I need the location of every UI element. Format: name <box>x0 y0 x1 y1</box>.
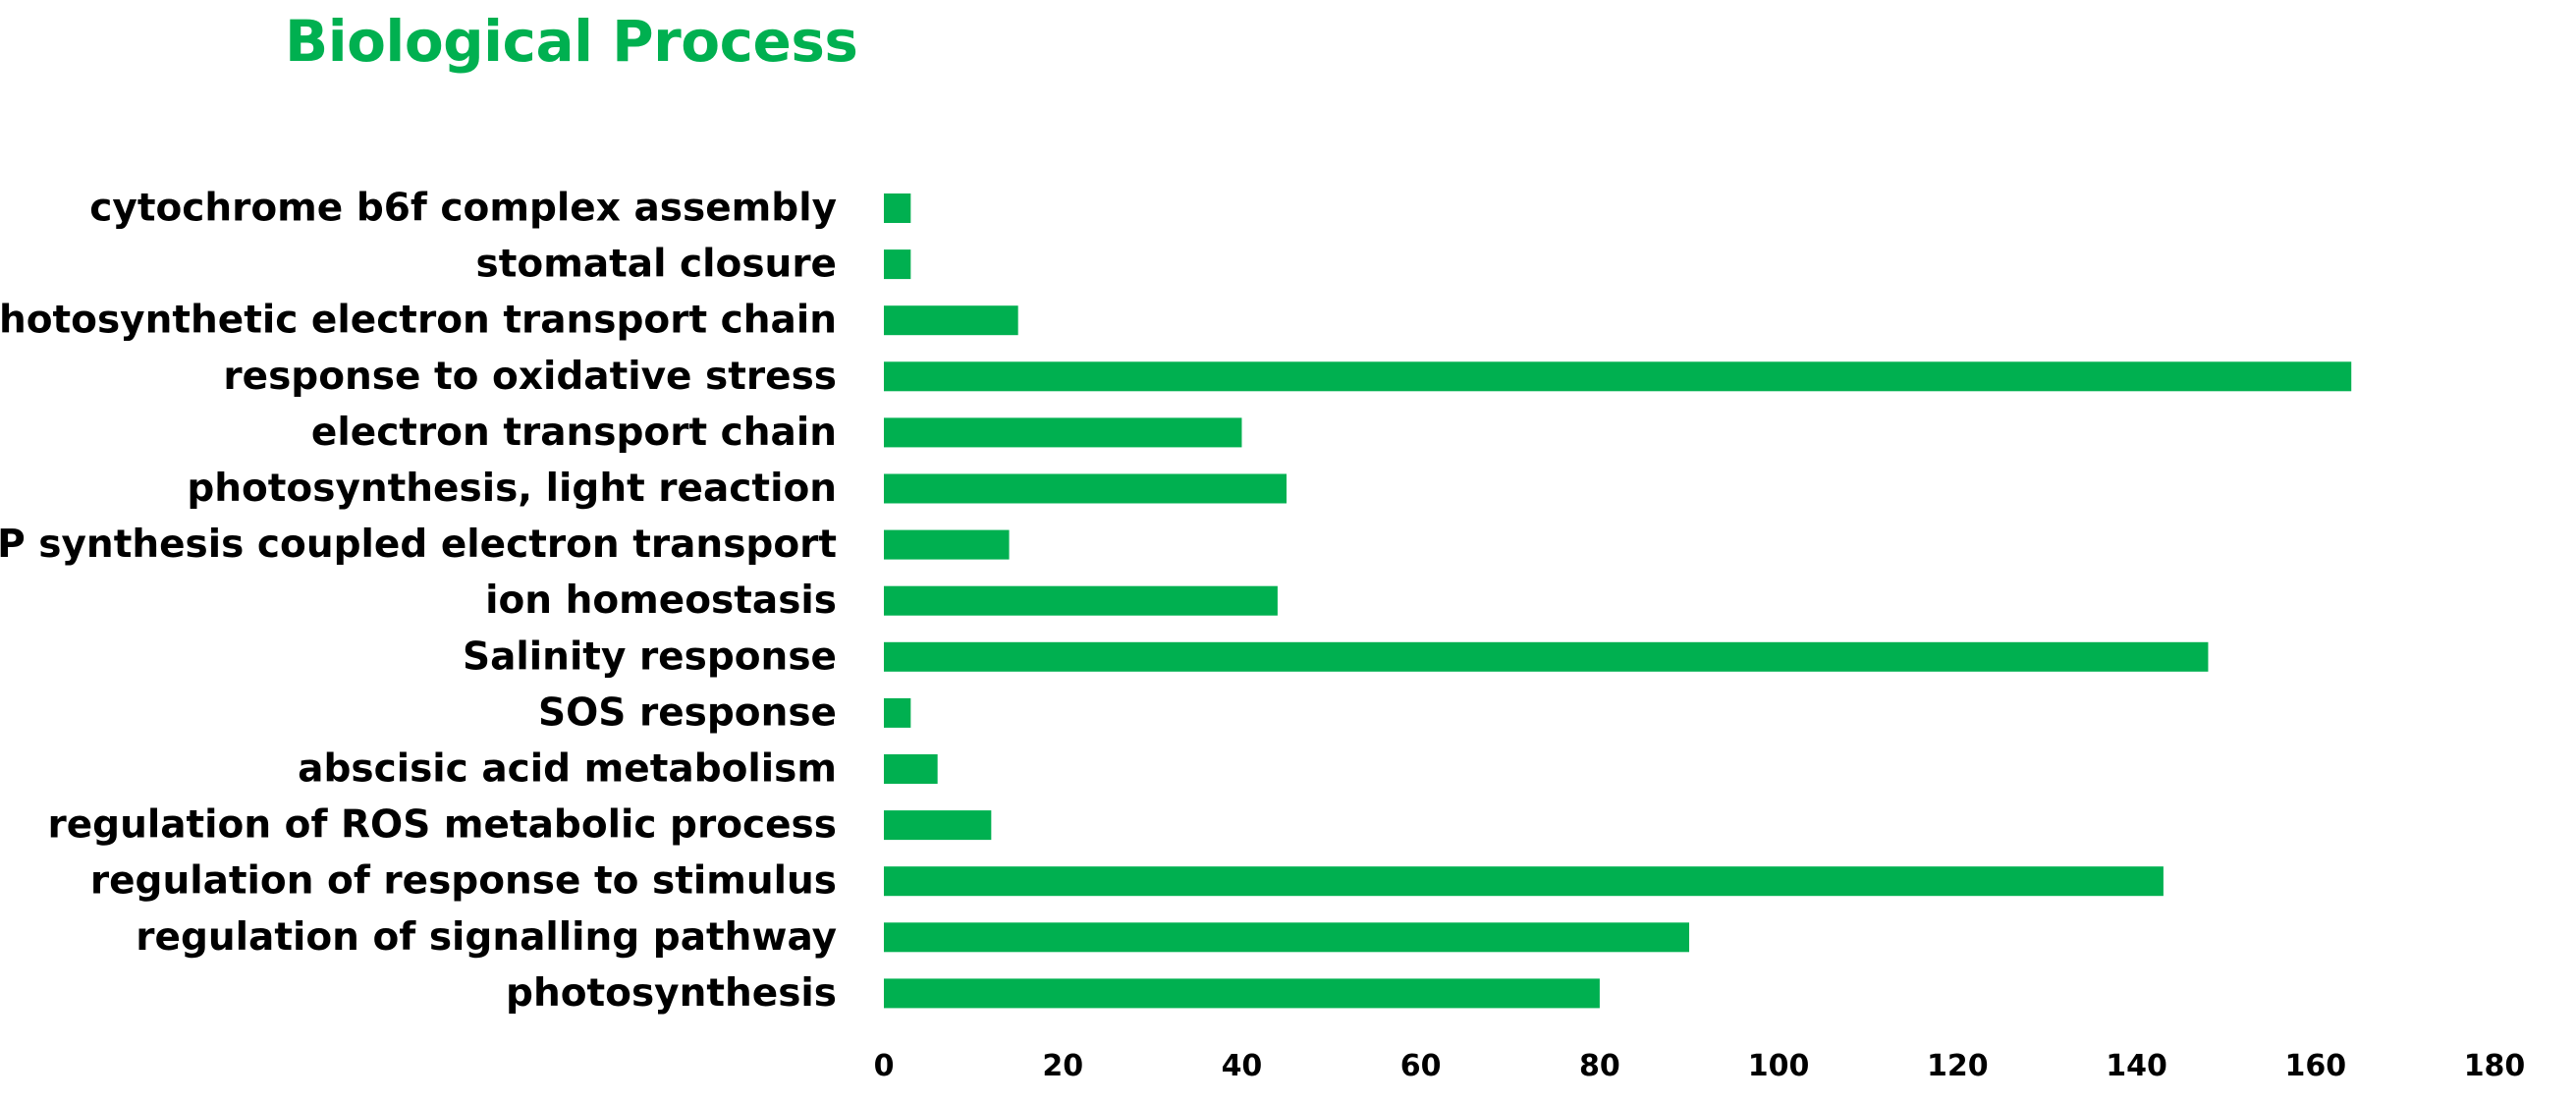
x-tick-label: 60 <box>1400 1049 1442 1083</box>
x-tick-label: 80 <box>1579 1049 1620 1083</box>
x-tick-label: 20 <box>1042 1049 1083 1083</box>
bar <box>884 697 911 728</box>
category-label: abscisic acid metabolism <box>298 747 837 792</box>
bar <box>884 529 1010 560</box>
bar <box>884 473 1287 504</box>
category-label: electron transport chain <box>311 411 837 455</box>
category-label: response to oxidative stress <box>223 355 837 399</box>
category-label: ion homeostasis <box>485 579 837 623</box>
bar <box>884 193 911 223</box>
category-labels: cytochrome b6f complex assembly stomatal … <box>0 187 837 1016</box>
bar <box>884 922 1689 953</box>
x-tick-label: 120 <box>1927 1049 1989 1083</box>
bars-layer <box>884 193 2352 1009</box>
x-tick-label: 0 <box>874 1049 895 1083</box>
bar <box>884 641 2209 672</box>
bar <box>884 866 2164 897</box>
category-label: regulation of ROS metabolic process <box>47 803 837 848</box>
x-tick-label: 160 <box>2284 1049 2346 1083</box>
category-label: regulation of response to stimulus <box>90 859 837 904</box>
bar <box>884 417 1242 448</box>
chart-title: Biological Process <box>285 8 858 75</box>
x-tick-label: 140 <box>2106 1049 2167 1083</box>
category-label: regulation of signalling pathway <box>136 915 837 960</box>
bar <box>884 810 992 841</box>
category-label: cytochrome b6f complex assembly <box>89 187 837 231</box>
x-tick-label: 40 <box>1222 1049 1263 1083</box>
category-label: stomatal closure <box>476 243 837 287</box>
bar <box>884 305 1018 336</box>
category-label: Salinity response <box>463 634 837 679</box>
bar <box>884 585 1278 616</box>
category-label: photosynthetic electron transport chain <box>0 299 837 343</box>
bar <box>884 361 2352 392</box>
category-label: photosynthesis, light reaction <box>187 467 837 511</box>
bar <box>884 978 1600 1009</box>
bar <box>884 249 911 280</box>
x-tick-label: 100 <box>1748 1049 1810 1083</box>
x-axis-ticks: 0 20 40 60 80 100 120 140 160 180 <box>874 1049 2526 1083</box>
x-tick-label: 180 <box>2464 1049 2526 1083</box>
category-label: SOS response <box>538 690 837 735</box>
category-label: photosynthesis <box>506 971 837 1016</box>
bar <box>884 754 938 784</box>
category-label: ATP synthesis coupled electron transport <box>0 523 837 567</box>
